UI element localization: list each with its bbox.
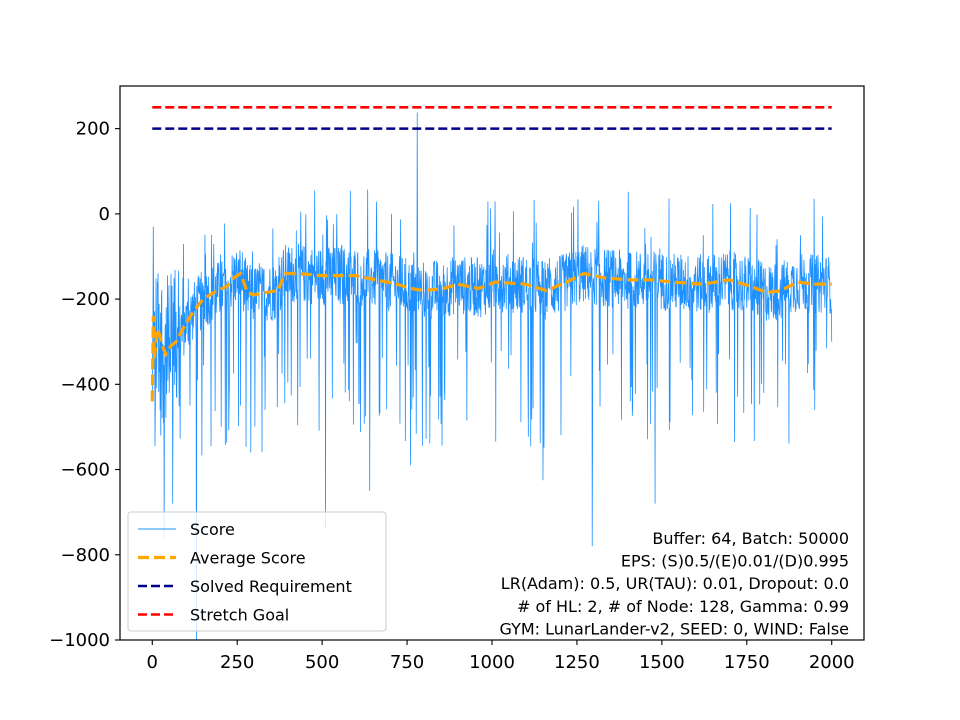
series-average-score-line bbox=[150, 271, 832, 402]
x-tick-label: 0 bbox=[147, 652, 158, 673]
info-line: GYM: LunarLander-v2, SEED: 0, WIND: Fals… bbox=[499, 619, 849, 638]
x-tick-label: 1500 bbox=[639, 652, 685, 673]
info-line: LR(Adam): 0.5, UR(TAU): 0.01, Dropout: 0… bbox=[501, 574, 849, 593]
info-line: # of HL: 2, # of Node: 128, Gamma: 0.99 bbox=[517, 597, 849, 616]
y-tick-label: −400 bbox=[61, 374, 110, 395]
x-tick-label: 250 bbox=[220, 652, 254, 673]
info-line: Buffer: 64, Batch: 50000 bbox=[652, 529, 849, 548]
legend: Score Average Score Solved Requirement Stre… bbox=[127, 511, 387, 632]
y-tick-label: −600 bbox=[61, 460, 110, 481]
axes: 0 250 500 750 1000 1250 1500 1750 2000−1000−800−… bbox=[49, 85, 865, 673]
series-score-line bbox=[151, 112, 833, 640]
plot-area bbox=[150, 106, 833, 640]
legend-label-score: Score bbox=[190, 520, 235, 539]
y-tick-label: −800 bbox=[61, 545, 110, 566]
y-tick-label: 200 bbox=[76, 119, 110, 140]
x-tick-label: 500 bbox=[305, 652, 339, 673]
x-tick-label: 1750 bbox=[724, 652, 770, 673]
y-tick-label: −200 bbox=[61, 289, 110, 310]
x-tick-label: 2000 bbox=[809, 652, 855, 673]
x-tick-label: 1000 bbox=[469, 652, 515, 673]
x-tick-label: 750 bbox=[390, 652, 424, 673]
y-tick-label: −1000 bbox=[49, 630, 110, 651]
legend-label-average-score: Average Score bbox=[190, 549, 306, 568]
x-tick-label: 1250 bbox=[554, 652, 600, 673]
y-tick-label: 0 bbox=[99, 204, 110, 225]
legend-label-solved-requirement: Solved Requirement bbox=[190, 577, 352, 596]
info-line: EPS: (S)0.5/(E)0.01/(D)0.995 bbox=[621, 552, 849, 571]
info-annotation: Buffer: 64, Batch: 50000 EPS: (S)0.5/(E)0… bbox=[499, 529, 849, 638]
legend-box bbox=[127, 511, 387, 632]
legend-label-stretch-goal: Stretch Goal bbox=[190, 606, 289, 625]
